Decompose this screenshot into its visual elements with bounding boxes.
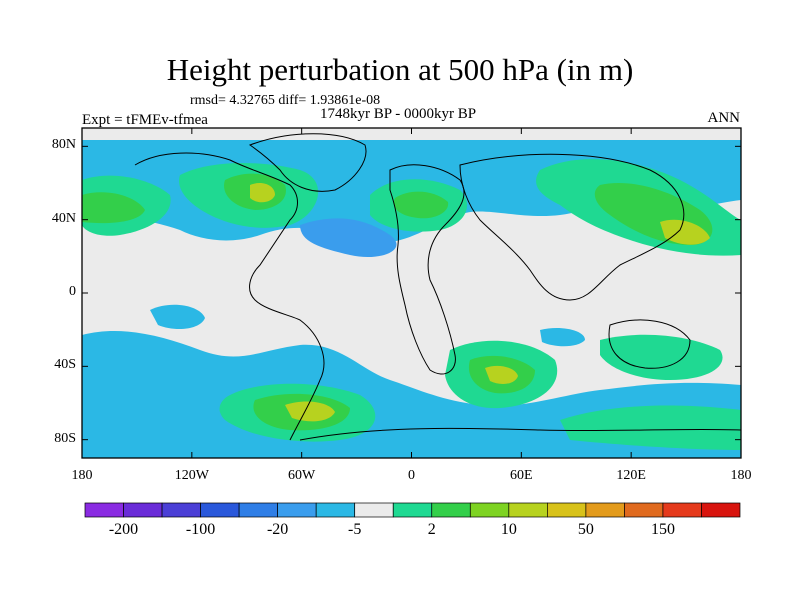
colorbar-swatch bbox=[84, 502, 124, 518]
colorbar-swatch bbox=[431, 502, 471, 518]
colorbar-swatch bbox=[238, 502, 278, 518]
colorbar-swatch bbox=[354, 502, 394, 518]
contour-negative-north-blue bbox=[300, 218, 397, 258]
contour-positive-asia-core bbox=[660, 219, 710, 245]
lat-tick-label: 40N bbox=[51, 210, 76, 226]
lat-tick-label: 0 bbox=[69, 284, 76, 299]
colorbar-swatch bbox=[662, 502, 702, 518]
colorbar-swatch bbox=[701, 502, 741, 518]
contour-positive-south-polar bbox=[560, 405, 741, 450]
contour-negative-indian-patch bbox=[540, 328, 585, 347]
colorbar-label: 10 bbox=[500, 521, 517, 538]
lon-tick-label: 180 bbox=[71, 468, 93, 483]
lon-tick-label: 60W bbox=[288, 468, 316, 483]
contour-positive-south-east bbox=[600, 334, 723, 380]
contour-negative-tropics-patch bbox=[150, 304, 205, 330]
colorbar-swatch bbox=[277, 502, 317, 518]
colorbar-swatch bbox=[392, 502, 433, 518]
axis-ticks bbox=[81, 128, 742, 458]
colorbar-swatch bbox=[547, 502, 587, 518]
colorbar bbox=[84, 502, 741, 518]
lat-tick-label: 80N bbox=[51, 137, 76, 153]
contour-positive-south-pacific-core bbox=[285, 401, 335, 422]
lon-tick-label: 0 bbox=[408, 468, 415, 483]
lon-tick-label: 120W bbox=[174, 468, 209, 483]
colorbar-swatch bbox=[200, 502, 240, 518]
rmsd-diff-stats: rmsd= 4.32765 diff= 1.93861e-08 bbox=[190, 93, 381, 108]
colorbar-label: 2 bbox=[427, 521, 436, 538]
colorbar-swatch bbox=[508, 502, 548, 518]
map-title: Height perturbation at 500 hPa (in m) bbox=[166, 52, 634, 87]
contour-positive-westpac-inner bbox=[82, 192, 145, 224]
colorbar-label: -100 bbox=[185, 521, 216, 538]
colorbar-swatch bbox=[585, 502, 625, 518]
colorbar-swatch bbox=[123, 502, 163, 518]
colorbar-swatch bbox=[161, 502, 201, 518]
experiment-label: Expt = tFMEv-tfmea bbox=[82, 112, 208, 128]
season-label: ANN bbox=[707, 110, 741, 126]
time-period-label: 1748kyr BP - 0000kyr BP bbox=[320, 106, 477, 122]
lon-tick-label: 120E bbox=[616, 468, 646, 483]
colorbar-swatch bbox=[315, 502, 356, 518]
lat-tick-label: 40S bbox=[54, 357, 76, 373]
colorbar-label: -200 bbox=[108, 521, 139, 538]
contour-positive-namerica-core bbox=[250, 183, 275, 203]
lon-tick-label: 60E bbox=[510, 468, 533, 483]
colorbar-swatch bbox=[469, 502, 510, 518]
colorbar-label: 50 bbox=[577, 521, 594, 538]
coastlines bbox=[134, 133, 741, 441]
colorbar-label: -5 bbox=[348, 521, 362, 538]
contour-positive-europe-inner bbox=[393, 191, 449, 219]
colorbar-swatch bbox=[624, 502, 664, 518]
contour-positive-south-atlantic-core bbox=[485, 365, 518, 384]
colorbar-label: 150 bbox=[650, 521, 675, 538]
colorbar-label: -20 bbox=[266, 521, 289, 538]
lat-tick-label: 80S bbox=[54, 430, 76, 446]
lon-tick-label: 180 bbox=[730, 468, 752, 483]
contour-field bbox=[82, 128, 741, 458]
